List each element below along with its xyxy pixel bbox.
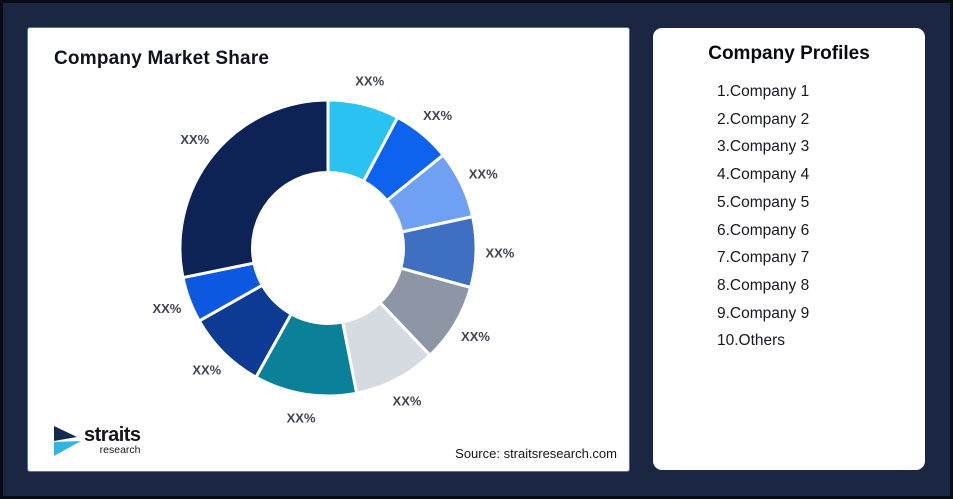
- company-profiles-card: Company Profiles 1.Company 1 2.Company 2 3…: [653, 28, 925, 470]
- profile-list-item: 7.Company 7: [717, 249, 810, 267]
- segment-percentage-label: XX%: [393, 393, 422, 408]
- straits-logo-icon: [54, 426, 81, 456]
- source-attribution: Source: straitsresearch.com: [455, 446, 617, 461]
- segment-percentage-label: XX%: [485, 245, 514, 260]
- donut-chart: XX% XX% XX% XX% XX% XX% XX% XX% XX% XX%: [152, 74, 514, 426]
- logo-wordmark: straits: [84, 424, 141, 446]
- segment-percentage-label: XX%: [461, 329, 490, 344]
- profile-list-item: 6.Company 6: [717, 221, 810, 239]
- profile-list-item: 1.Company 1: [717, 83, 810, 100]
- market-share-card: Company Market Share XX% XX% XX% XX% XX% XX% X…: [27, 27, 630, 472]
- profile-list-item: 3.Company 3: [717, 138, 810, 156]
- segment-percentage-label: XX%: [180, 132, 209, 147]
- profile-list-item: 5.Company 5: [717, 193, 810, 211]
- profiles-title: Company Profiles: [708, 43, 870, 64]
- profile-list-item: 8.Company 8: [717, 276, 810, 294]
- segment-percentage-label: XX%: [152, 301, 181, 316]
- logo-text: straits research: [84, 424, 141, 456]
- profile-list-item: 2.Company 2: [717, 110, 810, 128]
- straits-research-logo: straits research: [52, 425, 141, 457]
- profile-list-item: 10.Others: [717, 332, 786, 350]
- segment-percentage-label: XX%: [469, 166, 498, 181]
- logo-subtext: research: [99, 444, 141, 456]
- donut-segment-others: [178, 98, 330, 280]
- segment-percentage-label: XX%: [287, 410, 316, 425]
- chart-title: Company Market Share: [54, 48, 270, 69]
- profile-list-item: 9.Company 9: [717, 304, 810, 322]
- segment-percentage-label: XX%: [355, 74, 384, 89]
- profiles-list: 1.Company 1 2.Company 2 3.Company 3 4.Compa…: [717, 78, 809, 355]
- segment-percentage-label: XX%: [192, 363, 221, 378]
- segment-percentage-label: XX%: [423, 108, 452, 123]
- profile-list-item: 4.Company 4: [717, 166, 810, 184]
